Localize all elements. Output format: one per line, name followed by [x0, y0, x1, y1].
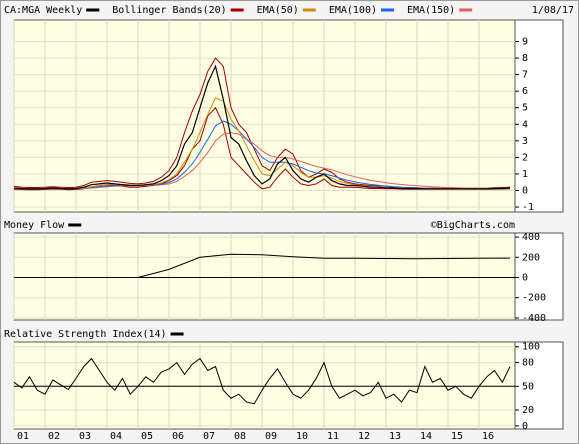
x-tick-label: 15 [451, 431, 463, 442]
y-tick-label: 7 [522, 70, 528, 81]
x-tick-label: 05 [141, 431, 153, 442]
legend-label: Relative Strength Index(14) [4, 329, 167, 340]
y-tick-label: 9 [522, 37, 528, 48]
x-tick-label: 04 [110, 431, 122, 442]
series-line [137, 253, 511, 278]
panel [13, 232, 516, 321]
y-tick-label: 4 [522, 119, 528, 130]
x-tick-label: 14 [420, 431, 432, 442]
x-tick-label: 08 [234, 431, 246, 442]
y-tick-label: 2 [522, 152, 528, 163]
x-tick-label: 06 [172, 431, 184, 442]
legend-label: CA:MGA Weekly [4, 5, 82, 16]
y-tick-label: 80 [522, 358, 534, 369]
panel [13, 19, 516, 213]
y-tick-label: 0 [522, 273, 528, 284]
y-tick-label: 50 [522, 381, 534, 392]
y-tick-label: 5 [522, 103, 528, 114]
legend-label: Money Flow [4, 220, 65, 231]
y-tick-label: -200 [522, 293, 546, 304]
x-tick-label: 12 [358, 431, 370, 442]
x-tick-label: 11 [327, 431, 339, 442]
series-line [13, 357, 511, 405]
axis-area [514, 19, 564, 213]
x-tick-label: 10 [296, 431, 308, 442]
y-tick-label: -1 [522, 202, 534, 213]
y-tick-label: 1 [522, 169, 528, 180]
panel [13, 341, 516, 430]
y-tick-label: 100 [522, 342, 540, 353]
x-tick-label: 13 [389, 431, 401, 442]
y-tick-label: 3 [522, 136, 528, 147]
y-tick-label: 20 [522, 405, 534, 416]
y-tick-label: 0 [522, 185, 528, 196]
x-tick-label: 16 [482, 431, 494, 442]
date: 1/08/17 [532, 5, 574, 16]
legend-label: EMA(150) [407, 5, 455, 16]
x-tick-label: 09 [265, 431, 277, 442]
legend-label: EMA(100) [329, 5, 377, 16]
axis-area [514, 232, 564, 321]
x-tick-label: 02 [48, 431, 60, 442]
x-tick-label: 01 [17, 431, 29, 442]
y-tick-label: 0 [522, 421, 528, 432]
y-tick-label: 6 [522, 86, 528, 97]
legend-label: Bollinger Bands(20) [112, 5, 226, 16]
x-tick-label: 03 [79, 431, 91, 442]
legend-label: EMA(50) [257, 5, 299, 16]
y-tick-label: 8 [522, 53, 528, 64]
axis-area [514, 341, 564, 430]
series-line [14, 132, 510, 190]
y-tick-label: -400 [522, 313, 546, 324]
x-tick-label: 07 [203, 431, 215, 442]
y-tick-label: 400 [522, 232, 540, 243]
y-tick-label: 200 [522, 252, 540, 263]
series-line [13, 64, 511, 190]
watermark: ©BigCharts.com [431, 220, 515, 231]
